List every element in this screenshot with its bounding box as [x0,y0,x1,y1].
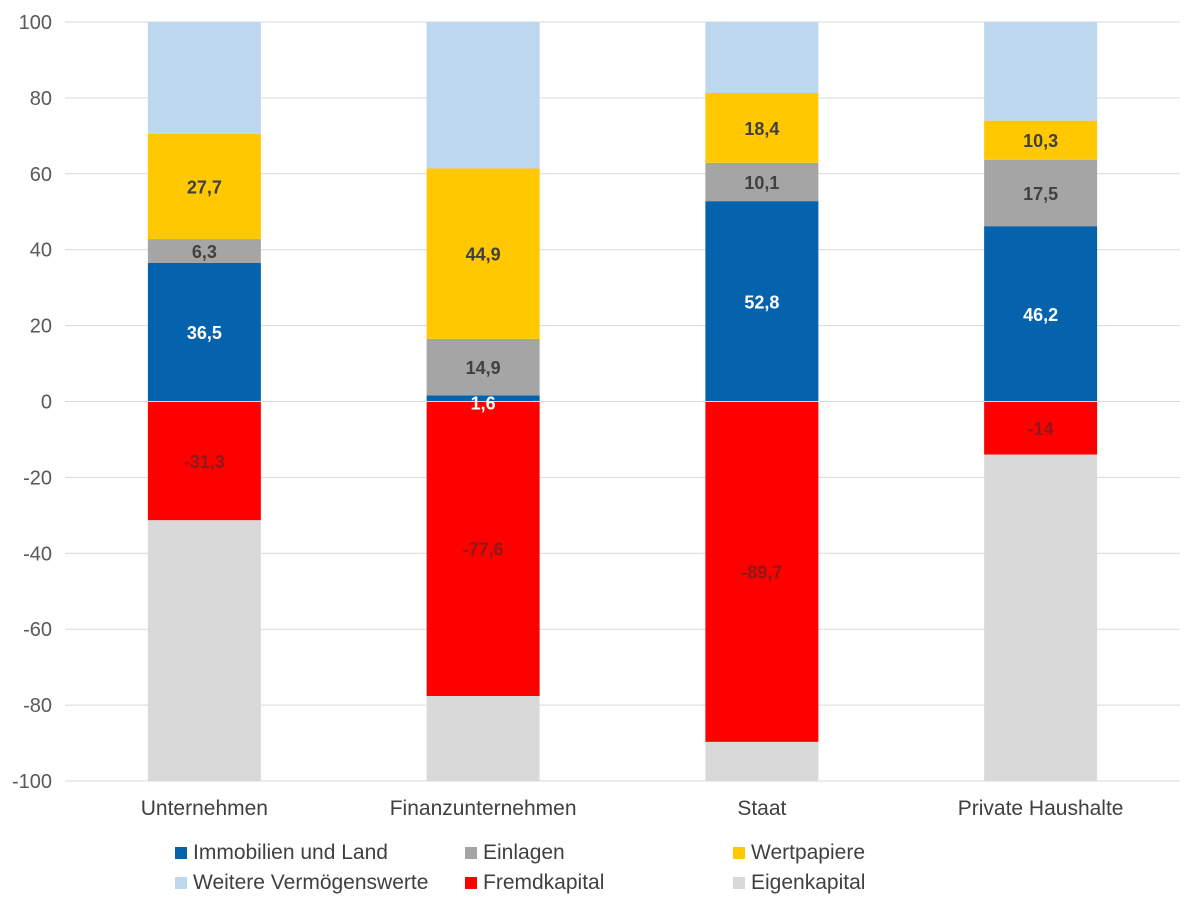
bar-segment [984,226,1098,402]
bar-segment [147,520,261,781]
legend-label: Fremdkapital [483,871,605,894]
legend-swatch [733,847,745,859]
legend-swatch [733,877,745,889]
y-tick-label: 40 [30,240,52,262]
legend-label: Wertpapiere [751,841,866,864]
data-label: 44,9 [466,245,501,265]
bar-segment [426,401,540,696]
legend-row: Immobilien und Land Einlagen Wertpapiere [175,838,1175,868]
y-tick-label: -100 [12,771,52,793]
bars [147,22,1098,781]
y-tick-label: -20 [23,467,52,489]
legend-item-immobilien: Immobilien und Land [175,841,465,865]
bar-segment [705,22,819,93]
x-tick-label: Finanzunternehmen [390,797,577,820]
bar-segment [984,120,1098,160]
legend: Immobilien und Land Einlagen Wertpapiere… [175,838,1175,898]
y-tick-label: -80 [23,695,52,717]
data-label: -89,7 [741,563,782,583]
bar-segment [147,262,261,402]
bar-segment [705,201,819,402]
data-label: 14,9 [466,358,501,378]
legend-item-weitere-vermoegenswerte: Weitere Vermögenswerte [175,871,465,895]
x-tick-label: Staat [737,797,786,820]
legend-swatch [175,847,187,859]
y-tick-label: 0 [41,392,52,414]
bar-segment [426,395,540,402]
y-tick-label: 80 [30,88,52,110]
y-tick-label: 100 [19,12,52,34]
bar-segment [426,22,540,169]
bar-segment [147,239,261,263]
y-tick-label: 20 [30,316,52,338]
legend-swatch [175,877,187,889]
legend-swatch [465,847,477,859]
data-label: 27,7 [187,178,222,198]
bar-segment [147,401,261,521]
bar-segment [984,159,1098,227]
data-label: 36,5 [187,323,222,343]
data-label: 46,2 [1023,305,1058,325]
y-tick-label: -40 [23,543,52,565]
data-label: 52,8 [744,292,779,312]
data-label: 10,1 [744,173,779,193]
bar-segment [147,133,261,240]
bar-segment [426,338,540,396]
legend-label: Immobilien und Land [193,841,388,864]
data-label: 17,5 [1023,184,1058,204]
legend-label: Eigenkapital [751,871,866,894]
bar-segment [984,22,1098,121]
data-label: 1,6 [471,394,496,414]
bar-segment [426,168,540,339]
data-label: 10,3 [1023,131,1058,151]
legend-label: Weitere Vermögenswerte [193,871,429,894]
legend-swatch [465,877,477,889]
legend-label: Einlagen [483,841,565,864]
bar-segment [705,162,819,202]
data-labels: 36,5 6,3 27,7 -31,3 1,6 14,9 44,9 -77,6 52,8 10,1… [184,119,1058,583]
bar-segment [705,741,819,781]
data-label: 6,3 [192,242,217,262]
legend-item-wertpapiere: Wertpapiere [733,841,865,865]
bar-segment [984,401,1098,455]
bar-segment [147,22,261,134]
data-label: -77,6 [463,540,504,560]
legend-row: Weitere Vermögenswerte Fremdkapital Eige… [175,868,1175,898]
legend-item-fremdkapital: Fremdkapital [465,871,733,895]
data-label: -31,3 [184,452,225,472]
bar-segment [705,92,819,163]
bar-segment [984,454,1098,781]
y-tick-label: -60 [23,619,52,641]
data-label: 18,4 [744,119,779,139]
x-tick-label: Private Haushalte [958,797,1124,820]
bar-segment [705,401,819,742]
y-tick-label: 60 [30,164,52,186]
legend-item-eigenkapital: Eigenkapital [733,871,865,895]
bar-segment [426,695,540,781]
stacked-bar-chart: 100 80 60 40 20 0 -20 -40 -60 -80 -100 36,5 6,3 27,7… [12,12,1180,820]
data-label: -14 [1028,419,1054,439]
y-axis-ticks: 100 80 60 40 20 0 -20 -40 -60 -80 -100 [12,12,52,793]
x-tick-label: Unternehmen [141,797,268,820]
legend-item-einlagen: Einlagen [465,841,733,865]
x-axis-labels: Unternehmen Finanzunternehmen Staat Private… [141,797,1124,820]
